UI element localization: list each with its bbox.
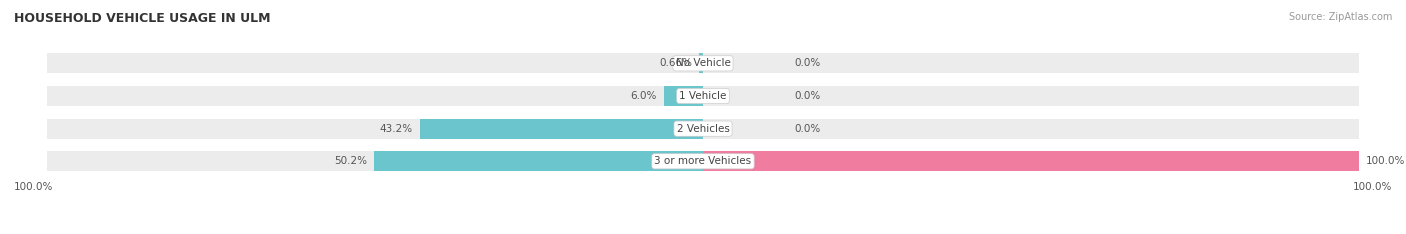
Text: 50.2%: 50.2% <box>335 156 367 166</box>
Bar <box>703 151 1360 172</box>
Bar <box>46 53 703 73</box>
Bar <box>703 86 1360 106</box>
Text: No Vehicle: No Vehicle <box>675 58 731 68</box>
Text: 0.66%: 0.66% <box>659 58 692 68</box>
Text: HOUSEHOLD VEHICLE USAGE IN ULM: HOUSEHOLD VEHICLE USAGE IN ULM <box>14 12 270 25</box>
Text: 2 Vehicles: 2 Vehicles <box>676 124 730 134</box>
Text: 100.0%: 100.0% <box>1365 156 1405 166</box>
Bar <box>703 53 1360 73</box>
Bar <box>46 151 703 172</box>
Text: 0.0%: 0.0% <box>794 91 821 101</box>
Bar <box>664 86 703 106</box>
Bar <box>419 119 703 139</box>
Bar <box>699 53 703 73</box>
Bar <box>46 119 703 139</box>
Text: 0.0%: 0.0% <box>794 124 821 134</box>
Bar <box>703 119 1360 139</box>
Bar <box>703 151 1360 172</box>
Text: 1 Vehicle: 1 Vehicle <box>679 91 727 101</box>
Text: 43.2%: 43.2% <box>380 124 413 134</box>
Text: 6.0%: 6.0% <box>631 91 657 101</box>
Text: 100.0%: 100.0% <box>1353 182 1392 192</box>
Text: 3 or more Vehicles: 3 or more Vehicles <box>654 156 752 166</box>
Bar <box>46 86 703 106</box>
Text: 0.0%: 0.0% <box>794 58 821 68</box>
Bar <box>374 151 703 172</box>
Text: Source: ZipAtlas.com: Source: ZipAtlas.com <box>1288 12 1392 22</box>
Text: 100.0%: 100.0% <box>14 182 53 192</box>
